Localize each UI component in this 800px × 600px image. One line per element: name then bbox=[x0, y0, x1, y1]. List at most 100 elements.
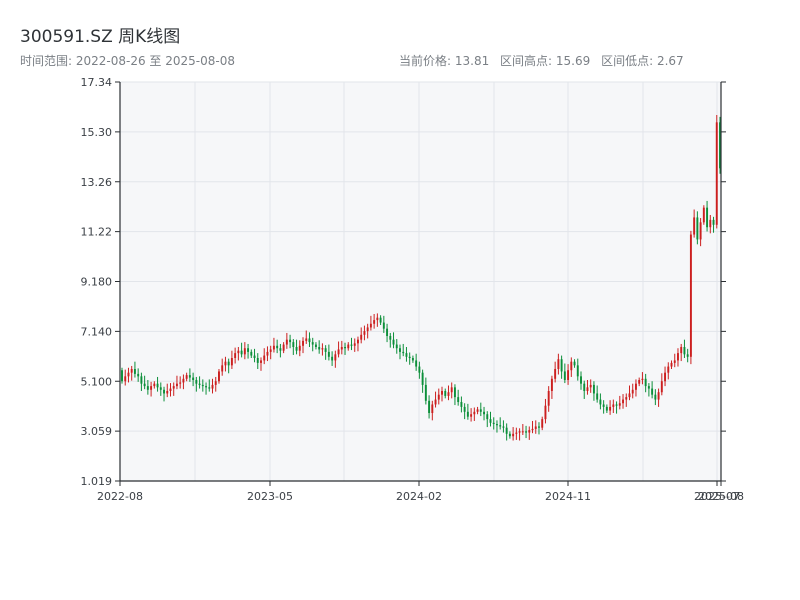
candle-body bbox=[402, 351, 405, 354]
candle-body bbox=[576, 365, 579, 377]
candle-body bbox=[557, 359, 560, 370]
candle-body bbox=[470, 414, 473, 417]
candle-body bbox=[580, 376, 582, 384]
candle-body bbox=[592, 384, 595, 394]
candle-body bbox=[567, 370, 570, 381]
y-tick-label: 3.059 bbox=[81, 425, 113, 438]
candle-body bbox=[214, 381, 217, 385]
candle-body bbox=[121, 370, 123, 382]
period-high-text: 区间高点: 15.69 bbox=[500, 54, 591, 68]
y-tick-label: 11.22 bbox=[81, 226, 113, 239]
date-range-text: 时间范围: 2022-08-26 至 2025-08-08 bbox=[20, 54, 235, 68]
candle-body bbox=[521, 431, 524, 433]
candle-body bbox=[560, 359, 563, 372]
candle-body bbox=[347, 344, 350, 349]
candle-body bbox=[331, 356, 334, 361]
candle-body bbox=[379, 317, 382, 323]
candle-body bbox=[205, 386, 208, 388]
candle-body bbox=[673, 360, 676, 363]
candle-body bbox=[250, 351, 253, 356]
candle-body bbox=[356, 339, 359, 344]
candle-body bbox=[279, 348, 282, 351]
candle-body bbox=[699, 222, 702, 240]
candle-body bbox=[476, 409, 479, 412]
candle-body bbox=[314, 344, 317, 348]
candle-body bbox=[175, 383, 178, 387]
candle-body bbox=[670, 362, 673, 367]
candle-body bbox=[405, 353, 408, 357]
candle-body bbox=[276, 345, 279, 349]
candle-body bbox=[321, 348, 324, 350]
candle-body bbox=[473, 411, 476, 415]
candle-body bbox=[680, 347, 683, 354]
candle-body bbox=[450, 387, 453, 393]
candle-body bbox=[715, 122, 718, 225]
candle-body bbox=[638, 380, 641, 384]
candle-body bbox=[541, 419, 544, 428]
candle-body bbox=[634, 383, 637, 390]
candle-body bbox=[201, 384, 204, 387]
candle-body bbox=[538, 426, 540, 428]
candle-body bbox=[706, 207, 709, 228]
candle-body bbox=[696, 217, 699, 240]
candle-body bbox=[596, 393, 599, 400]
candle-body bbox=[489, 419, 492, 423]
candle-body bbox=[298, 345, 301, 351]
candle-body bbox=[227, 361, 230, 366]
candle-body bbox=[554, 369, 557, 379]
candle-body bbox=[583, 383, 586, 392]
candle-body bbox=[441, 391, 443, 395]
candle-body bbox=[247, 348, 250, 352]
candle-body bbox=[528, 430, 531, 433]
candle-body bbox=[389, 336, 392, 340]
y-tick-label: 13.26 bbox=[81, 176, 113, 189]
candle-body bbox=[153, 383, 156, 387]
candle-body bbox=[602, 404, 605, 407]
candle-body bbox=[127, 372, 130, 377]
candle-body bbox=[411, 358, 414, 361]
candle-body bbox=[570, 361, 573, 371]
candle-body bbox=[502, 426, 505, 428]
candle-body bbox=[589, 384, 592, 388]
candle-body bbox=[221, 365, 224, 372]
candle-body bbox=[460, 402, 463, 407]
current-price-text: 当前价格: 13.81 bbox=[399, 54, 490, 68]
candle-body bbox=[667, 366, 670, 373]
x-tick-label: 2024-02 bbox=[396, 490, 442, 503]
candle-body bbox=[508, 433, 511, 437]
candle-body bbox=[644, 378, 647, 387]
candle-body bbox=[363, 331, 366, 335]
candle-body bbox=[208, 387, 211, 389]
candle-body bbox=[466, 411, 469, 417]
candle-body bbox=[318, 347, 321, 350]
y-tick-label: 1.019 bbox=[81, 475, 113, 488]
candle-body bbox=[586, 387, 589, 392]
candle-body bbox=[337, 349, 340, 355]
candle-body bbox=[230, 358, 233, 366]
candle-body bbox=[350, 344, 353, 346]
candle-body bbox=[415, 360, 418, 367]
candle-body bbox=[386, 328, 389, 337]
candle-body bbox=[531, 428, 534, 431]
candle-body bbox=[192, 377, 195, 381]
candle-body bbox=[360, 334, 363, 340]
candle-body bbox=[269, 349, 272, 352]
candle-body bbox=[599, 399, 602, 405]
candle-body bbox=[166, 391, 169, 394]
candle-body bbox=[534, 426, 537, 429]
candle-body bbox=[505, 427, 508, 434]
period-low-text: 区间低点: 2.67 bbox=[601, 54, 684, 68]
candle-body bbox=[618, 403, 621, 406]
y-tick-label: 5.100 bbox=[81, 375, 113, 388]
candle-body bbox=[499, 425, 502, 427]
candle-body bbox=[334, 354, 337, 361]
candle-body bbox=[641, 378, 644, 381]
y-tick-label: 9.180 bbox=[81, 276, 113, 289]
candle-body bbox=[664, 372, 667, 382]
candle-body bbox=[515, 432, 518, 434]
candle-body bbox=[654, 394, 657, 400]
candle-body bbox=[305, 338, 308, 341]
candle-body bbox=[392, 339, 395, 345]
candle-body bbox=[344, 347, 347, 349]
